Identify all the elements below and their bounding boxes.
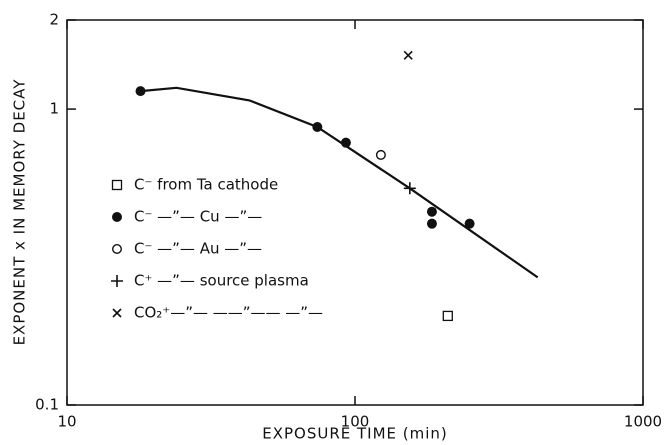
legend-label: C⁻ from Ta cathode	[134, 176, 278, 194]
legend-marker	[111, 275, 123, 287]
legend-label: C⁺ —”— source plasma	[134, 272, 309, 290]
marker-dot	[135, 86, 146, 97]
marker-dot	[464, 218, 475, 229]
legend-label: CO₂⁺—”— ——”—— —”—	[134, 304, 323, 322]
marker-circle	[375, 149, 386, 160]
y-axis-title: EXPONENT x IN MEMORY DECAY	[11, 79, 29, 346]
legend-marker	[112, 308, 122, 318]
fit-curve	[140, 86, 539, 279]
marker-dot	[340, 137, 351, 148]
legend-label: C⁻ —”— Au —”—	[134, 240, 262, 258]
y-tick-label: 1	[49, 100, 59, 118]
y-tick-label: 2	[49, 11, 59, 29]
marker-dot	[426, 218, 437, 229]
x-tick-label: 10	[57, 413, 76, 431]
x-axis-title: EXPOSURE TIME (min)	[262, 425, 448, 443]
marker-dot	[312, 121, 323, 132]
marker-plus	[403, 182, 416, 195]
legend-label: C⁻ —”— Cu —”—	[134, 208, 262, 226]
marker-square	[442, 310, 453, 322]
legend-marker	[112, 212, 122, 222]
y-tick-label: 0.1	[35, 396, 59, 414]
x-tick-label: 1000	[624, 413, 662, 431]
legend-marker	[111, 243, 122, 254]
legend-marker	[111, 179, 123, 191]
marker-cross	[403, 50, 413, 60]
x-tick-label: 100	[341, 413, 370, 431]
marker-dot	[426, 206, 437, 217]
